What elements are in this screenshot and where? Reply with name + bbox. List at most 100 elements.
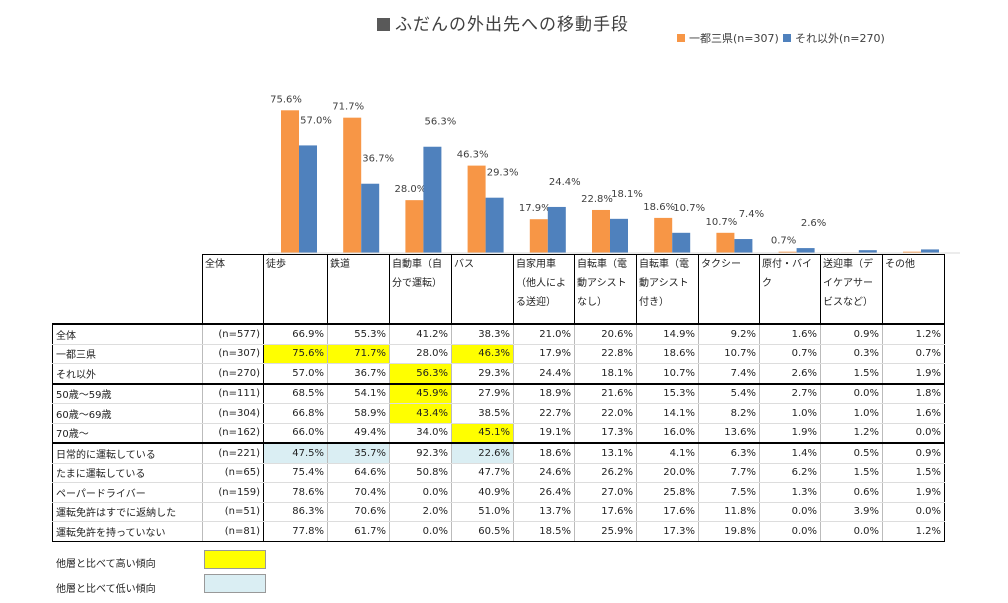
row-label: 運転免許はすでに返納した <box>52 502 203 522</box>
column-header-line: 全体 <box>205 259 225 270</box>
table-cell: 15.3% <box>636 382 699 404</box>
table-cell: 0.9% <box>820 323 883 345</box>
table-cell: 57.0% <box>263 363 328 384</box>
title-square-icon <box>377 18 390 31</box>
row-label: 運転免許を持っていない <box>52 521 203 542</box>
bar-other-8 <box>796 248 815 253</box>
row-sample-size: (n=577) <box>202 323 264 345</box>
column-header-7: 自転車（電 動アシスト 付き） <box>636 254 699 325</box>
row-sample-size: (n=65) <box>202 463 264 483</box>
row-label: 60歳～69歳 <box>52 403 203 424</box>
legend-swatch-blue <box>783 34 791 42</box>
table-cell: 21.6% <box>574 382 637 404</box>
table-row: たまに運転している (n=65) 75.4% 64.6% 50.8% 47.7% 24.6%… <box>52 463 945 483</box>
key-high-label: 他層と比べて高い傾向 <box>56 559 156 570</box>
table-cell: 43.4% <box>389 403 452 424</box>
row-sample-size: (n=304) <box>202 403 264 424</box>
table-cell: 2.0% <box>389 502 452 522</box>
column-header-10: 送迎車（デイケアサービスなど） <box>820 254 883 325</box>
row-label: 一都三県 <box>52 344 203 364</box>
bar-other-4 <box>547 206 566 253</box>
table-row: 日常的に運転している (n=221) 47.5% 35.7% 92.3% 22.6% 18.… <box>52 442 945 464</box>
table-cell: 75.4% <box>263 463 328 483</box>
table-cell: 20.6% <box>574 323 637 345</box>
table-body: 全体 (n=577) 66.9% 55.3% 41.2% 38.3% 21.0% 20.6% 1… <box>52 323 945 542</box>
table-cell: 58.9% <box>327 403 390 424</box>
table-cell: 27.9% <box>451 382 514 404</box>
table-cell: 1.2% <box>820 423 883 444</box>
table-row: 全体 (n=577) 66.9% 55.3% 41.2% 38.3% 21.0% 20.6% 1… <box>52 323 945 345</box>
row-label: 日常的に運転している <box>52 442 203 464</box>
table-cell: 47.5% <box>263 442 328 464</box>
table-cell: 25.9% <box>574 521 637 542</box>
table-cell: 0.0% <box>820 382 883 404</box>
table-cell: 19.8% <box>698 521 760 542</box>
legend-item-2: それ以外(n=270) <box>783 30 885 46</box>
column-header-0: 全体 <box>202 254 264 325</box>
table-cell: 7.5% <box>698 482 760 503</box>
column-header-11: その他 <box>882 254 945 325</box>
table-cell: 75.6% <box>263 344 328 364</box>
column-header-4: バス <box>451 254 514 325</box>
table-cell: 19.1% <box>513 423 575 444</box>
bar-other-10 <box>921 249 939 253</box>
bar-tokyo-area-7 <box>716 232 735 253</box>
data-label-other-4: 24.4% <box>549 177 581 188</box>
table-cell: 1.6% <box>759 323 821 345</box>
column-header-line: バス <box>454 259 474 270</box>
column-header-2: 鉄道 <box>327 254 390 325</box>
bar-other-9 <box>858 250 877 253</box>
table-row: 一都三県 (n=307) 75.6% 71.7% 28.0% 46.3% 17.9% 22.8… <box>52 344 945 364</box>
table-cell: 0.0% <box>882 502 945 522</box>
row-label: 50歳～59歳 <box>52 382 203 404</box>
row-label: 全体 <box>52 323 203 345</box>
table-cell: 18.1% <box>574 363 637 384</box>
table-cell: 2.7% <box>759 382 821 404</box>
bar-other-7 <box>734 239 753 253</box>
bar-tokyo-area-6 <box>654 217 673 253</box>
table-cell: 0.0% <box>389 482 452 503</box>
table-cell: 22.7% <box>513 403 575 424</box>
column-header-line: 自動車（自 <box>392 259 442 270</box>
bar-tokyo-area-3 <box>467 165 486 253</box>
table-cell: 14.9% <box>636 323 699 345</box>
column-header-line: ク <box>762 278 772 289</box>
table-cell: 5.4% <box>698 382 760 404</box>
table-row: それ以外 (n=270) 57.0% 36.7% 56.3% 29.3% 24.4% 18.1… <box>52 363 945 384</box>
table-cell: 0.0% <box>820 521 883 542</box>
table-cell: 21.0% <box>513 323 575 345</box>
table-cell: 77.8% <box>263 521 328 542</box>
column-header-line: 自家用車 <box>516 259 556 270</box>
data-label-tokyo-area-7: 10.7% <box>706 217 738 228</box>
bar-other-0 <box>299 145 317 253</box>
table-cell: 22.0% <box>574 403 637 424</box>
row-label: 70歳～ <box>52 423 203 444</box>
bar-tokyo-area-10 <box>903 251 921 253</box>
column-header-line: イケアサー <box>823 278 873 289</box>
column-header-line: 送迎車（デ <box>823 259 873 270</box>
column-header-line: ビスなど） <box>823 297 873 308</box>
table-cell: 46.3% <box>451 344 514 364</box>
table-cell: 1.9% <box>759 423 821 444</box>
chart-title-text: ふだんの外出先への移動手段 <box>395 15 629 35</box>
table-cell: 25.8% <box>636 482 699 503</box>
table-cell: 66.9% <box>263 323 328 345</box>
column-header-line: 分で運転） <box>392 278 442 289</box>
table-cell: 18.6% <box>513 442 575 464</box>
column-header-line: 徒歩 <box>266 259 286 270</box>
column-header-line: （他人によ <box>516 278 566 289</box>
table-row: 運転免許を持っていない (n=81) 77.8% 61.7% 0.0% 60.5% 18.5… <box>52 521 945 542</box>
legend-label-1: 一都三県(n=307) <box>689 32 779 45</box>
data-label-tokyo-area-1: 71.7% <box>332 102 364 113</box>
table-cell: 1.0% <box>759 403 821 424</box>
table-cell: 1.6% <box>882 403 945 424</box>
data-label-tokyo-area-3: 46.3% <box>457 150 489 161</box>
table-cell: 8.2% <box>698 403 760 424</box>
table-corner <box>52 254 203 324</box>
table-cell: 40.9% <box>451 482 514 503</box>
column-header-line: 動アシスト <box>639 278 689 289</box>
data-label-other-1: 36.7% <box>362 154 394 165</box>
data-label-tokyo-area-4: 17.9% <box>519 203 551 214</box>
table-cell: 0.9% <box>882 442 945 464</box>
column-header-line: なし） <box>577 297 607 308</box>
